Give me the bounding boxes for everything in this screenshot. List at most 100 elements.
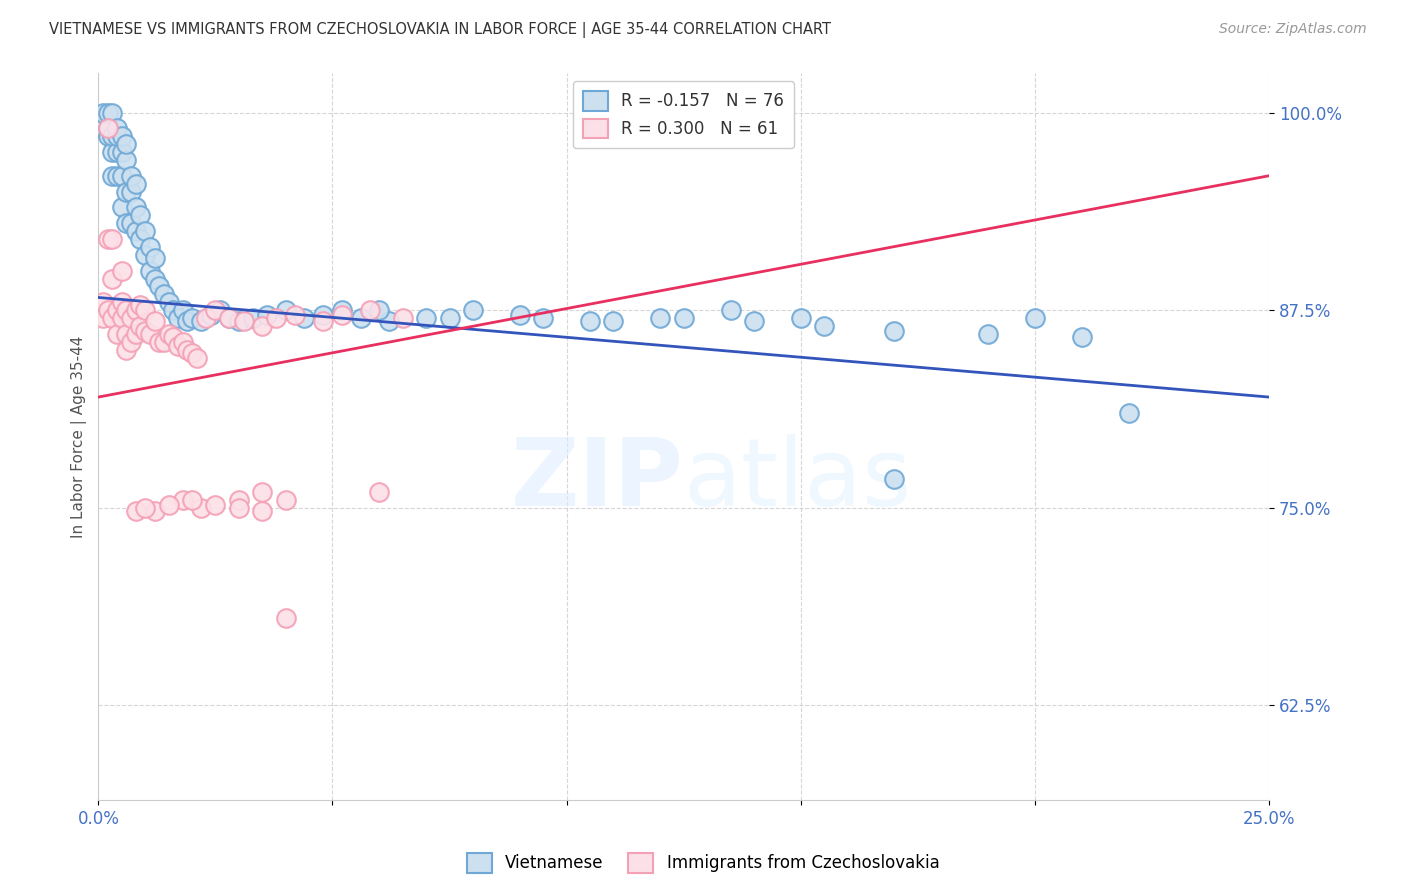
Point: [172, 492, 194, 507]
Point: [97, 129, 120, 144]
Point: [115, 185, 138, 199]
Point: [368, 303, 391, 318]
Point: [157, 498, 180, 512]
Point: [115, 153, 138, 167]
Point: [312, 308, 335, 322]
Point: [349, 311, 371, 326]
Point: [790, 311, 813, 326]
Legend: Vietnamese, Immigrants from Czechoslovakia: Vietnamese, Immigrants from Czechoslovak…: [460, 847, 946, 880]
Point: [143, 251, 166, 265]
Point: [1118, 406, 1140, 420]
Point: [101, 232, 124, 246]
Point: [883, 472, 905, 486]
Point: [97, 303, 120, 318]
Point: [120, 311, 142, 326]
Point: [129, 298, 152, 312]
Point: [120, 216, 142, 230]
Point: [143, 314, 166, 328]
Point: [190, 500, 212, 515]
Point: [111, 295, 134, 310]
Point: [186, 351, 208, 365]
Point: [742, 314, 765, 328]
Point: [204, 303, 226, 318]
Point: [650, 311, 672, 326]
Point: [330, 308, 353, 322]
Point: [125, 177, 148, 191]
Point: [143, 504, 166, 518]
Point: [111, 311, 134, 326]
Point: [252, 504, 274, 518]
Point: [172, 303, 194, 318]
Point: [129, 208, 152, 222]
Point: [167, 311, 190, 326]
Point: [461, 303, 484, 318]
Point: [883, 324, 905, 338]
Point: [115, 137, 138, 152]
Point: [579, 314, 602, 328]
Point: [181, 311, 204, 326]
Point: [125, 200, 148, 214]
Point: [97, 121, 120, 136]
Point: [157, 295, 180, 310]
Point: [274, 303, 297, 318]
Point: [359, 303, 381, 318]
Point: [91, 311, 114, 326]
Point: [181, 492, 204, 507]
Point: [91, 105, 114, 120]
Text: Source: ZipAtlas.com: Source: ZipAtlas.com: [1219, 22, 1367, 37]
Point: [101, 145, 124, 159]
Point: [91, 121, 114, 136]
Point: [97, 105, 120, 120]
Point: [97, 121, 120, 136]
Point: [377, 314, 399, 328]
Point: [284, 308, 307, 322]
Point: [153, 334, 176, 349]
Point: [292, 311, 315, 326]
Point: [252, 318, 274, 333]
Point: [115, 326, 138, 341]
Point: [256, 308, 278, 322]
Point: [125, 303, 148, 318]
Point: [115, 303, 138, 318]
Point: [157, 326, 180, 341]
Point: [139, 240, 162, 254]
Point: [105, 129, 128, 144]
Point: [125, 326, 148, 341]
Point: [274, 492, 297, 507]
Point: [111, 263, 134, 277]
Point: [232, 314, 254, 328]
Point: [228, 492, 250, 507]
Point: [162, 330, 184, 344]
Point: [111, 169, 134, 183]
Point: [153, 287, 176, 301]
Point: [134, 224, 156, 238]
Point: [101, 271, 124, 285]
Point: [125, 224, 148, 238]
Point: [167, 339, 190, 353]
Point: [190, 314, 212, 328]
Point: [134, 324, 156, 338]
Point: [105, 326, 128, 341]
Point: [148, 334, 170, 349]
Point: [134, 500, 156, 515]
Point: [105, 145, 128, 159]
Legend: R = -0.157   N = 76, R = 0.300   N = 61: R = -0.157 N = 76, R = 0.300 N = 61: [574, 81, 794, 148]
Point: [91, 295, 114, 310]
Text: atlas: atlas: [683, 434, 912, 526]
Point: [105, 121, 128, 136]
Point: [139, 263, 162, 277]
Y-axis label: In Labor Force | Age 35-44: In Labor Force | Age 35-44: [72, 335, 87, 538]
Point: [139, 326, 162, 341]
Point: [101, 169, 124, 183]
Point: [1024, 311, 1046, 326]
Point: [209, 303, 232, 318]
Point: [105, 303, 128, 318]
Point: [312, 314, 335, 328]
Point: [162, 303, 184, 318]
Point: [115, 216, 138, 230]
Point: [111, 200, 134, 214]
Point: [172, 334, 194, 349]
Point: [531, 311, 554, 326]
Point: [266, 311, 288, 326]
Point: [134, 248, 156, 262]
